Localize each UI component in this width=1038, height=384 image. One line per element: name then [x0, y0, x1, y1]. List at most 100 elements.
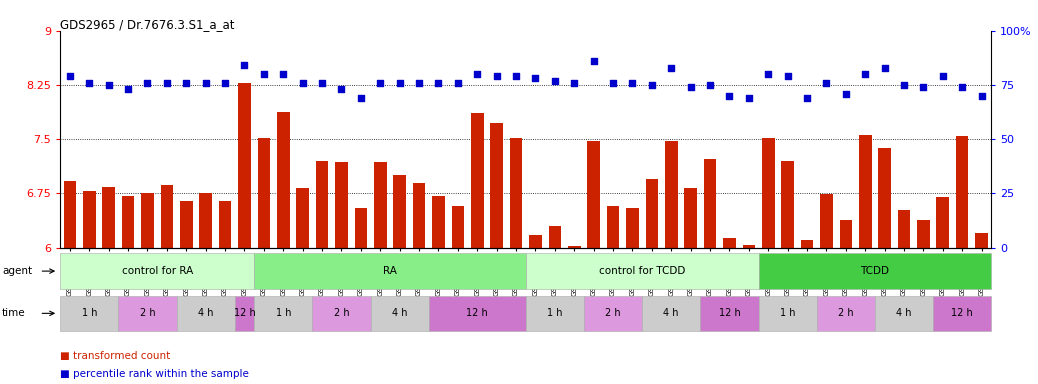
Point	[682, 84, 699, 90]
Point	[469, 71, 486, 77]
Text: agent: agent	[2, 266, 32, 276]
Text: ■ transformed count: ■ transformed count	[60, 351, 170, 361]
Point	[333, 86, 350, 93]
Point	[139, 80, 156, 86]
Bar	[393, 175, 406, 248]
Text: 1 h: 1 h	[82, 308, 97, 318]
Bar	[918, 220, 930, 248]
Bar	[83, 191, 95, 248]
Text: TCDD: TCDD	[861, 266, 890, 276]
Bar	[471, 113, 484, 248]
Point	[954, 84, 971, 90]
Point	[275, 71, 292, 77]
Point	[372, 80, 388, 86]
Bar	[316, 161, 328, 248]
Bar	[878, 148, 891, 248]
Point	[101, 82, 117, 88]
Text: 12 h: 12 h	[466, 308, 488, 318]
Bar	[103, 187, 115, 248]
Bar	[782, 161, 794, 248]
Text: control for TCDD: control for TCDD	[599, 266, 685, 276]
Point	[159, 80, 175, 86]
Bar	[646, 179, 658, 248]
Bar	[898, 210, 910, 248]
Point	[197, 80, 214, 86]
Text: 2 h: 2 h	[140, 308, 156, 318]
Point	[119, 86, 136, 93]
Bar	[432, 195, 444, 248]
Bar	[684, 189, 696, 248]
Bar	[936, 197, 949, 248]
Bar	[626, 208, 638, 248]
Bar	[199, 193, 212, 248]
Point	[566, 80, 582, 86]
Bar	[355, 208, 367, 248]
Bar	[723, 238, 736, 248]
Point	[663, 65, 680, 71]
Point	[177, 80, 194, 86]
Point	[760, 71, 776, 77]
Text: 12 h: 12 h	[234, 308, 255, 318]
Point	[644, 82, 660, 88]
Point	[857, 71, 874, 77]
Point	[508, 73, 524, 79]
Text: time: time	[2, 308, 26, 318]
Bar	[238, 83, 251, 248]
Text: 4 h: 4 h	[392, 308, 407, 318]
Point	[721, 93, 738, 99]
Bar	[141, 193, 154, 248]
Bar	[277, 112, 290, 248]
Point	[527, 75, 544, 81]
Bar	[840, 220, 852, 248]
Bar	[180, 201, 193, 248]
Bar	[762, 138, 774, 248]
Text: ■ percentile rank within the sample: ■ percentile rank within the sample	[60, 369, 249, 379]
Point	[896, 82, 912, 88]
Bar	[588, 141, 600, 248]
Point	[295, 80, 311, 86]
Point	[488, 73, 504, 79]
Point	[624, 80, 640, 86]
Bar	[510, 138, 522, 248]
Text: 2 h: 2 h	[838, 308, 853, 318]
Point	[430, 80, 446, 86]
Point	[313, 80, 330, 86]
Point	[61, 73, 78, 79]
Point	[876, 65, 893, 71]
Bar	[607, 206, 620, 248]
Point	[838, 91, 854, 97]
Text: 4 h: 4 h	[896, 308, 911, 318]
Point	[411, 80, 428, 86]
Bar	[976, 233, 988, 248]
Text: 1 h: 1 h	[547, 308, 563, 318]
Bar	[297, 189, 309, 248]
Point	[818, 80, 835, 86]
Point	[547, 78, 564, 84]
Text: GDS2965 / Dr.7676.3.S1_a_at: GDS2965 / Dr.7676.3.S1_a_at	[60, 18, 235, 31]
Point	[740, 95, 757, 101]
Point	[391, 80, 408, 86]
Point	[353, 95, 370, 101]
Bar	[257, 138, 270, 248]
Point	[916, 84, 932, 90]
Bar	[490, 123, 503, 248]
Point	[780, 73, 796, 79]
Bar	[665, 141, 678, 248]
Point	[934, 73, 951, 79]
Bar	[742, 245, 755, 248]
Bar	[956, 136, 968, 248]
Bar	[568, 246, 580, 248]
Point	[585, 58, 602, 64]
Bar	[121, 196, 134, 248]
Text: 1 h: 1 h	[780, 308, 795, 318]
Text: 4 h: 4 h	[198, 308, 214, 318]
Bar	[529, 235, 542, 248]
Bar	[704, 159, 716, 248]
Text: 2 h: 2 h	[333, 308, 349, 318]
Text: 12 h: 12 h	[951, 308, 973, 318]
Point	[605, 80, 622, 86]
Bar	[452, 206, 464, 248]
Bar	[219, 201, 231, 248]
Text: control for RA: control for RA	[121, 266, 193, 276]
Bar	[858, 135, 872, 248]
